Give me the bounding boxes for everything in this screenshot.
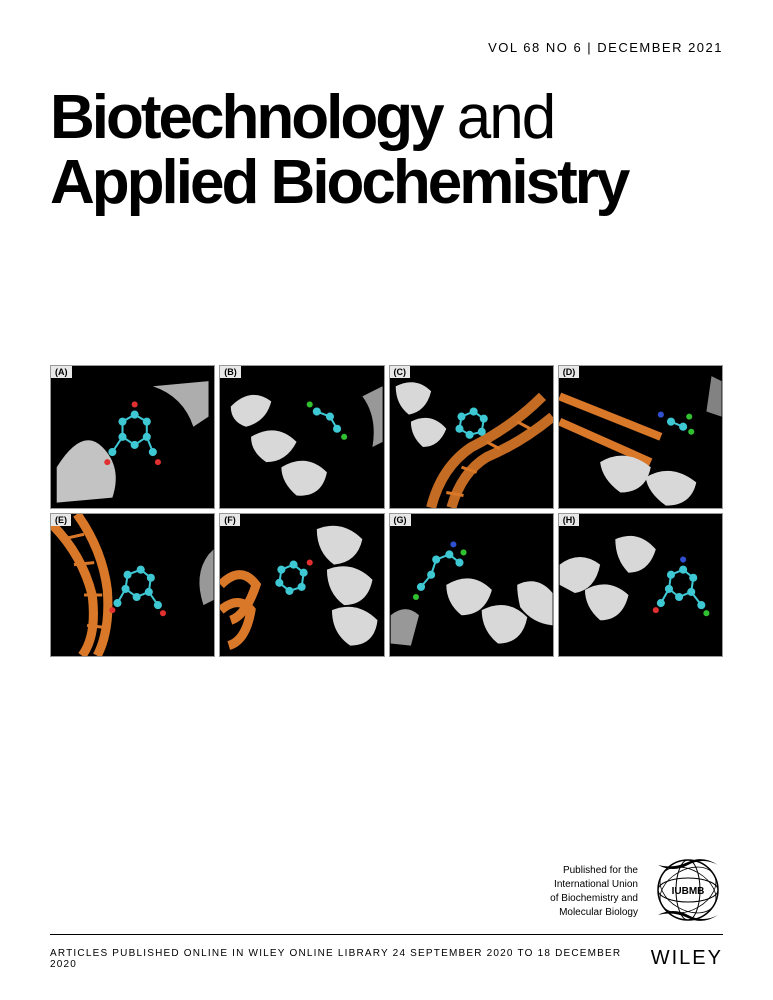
issue-info: VOL 68 NO 6 | DECEMBER 2021 [50,40,723,55]
panel-h: (H) [558,513,723,657]
panel-d: (D) [558,365,723,509]
iubmb-logo-icon: IUBMB [653,855,723,925]
cover-figure: (A) [50,365,723,656]
panel-label: (D) [559,366,580,378]
panel-e: (E) [50,513,215,657]
molecular-render-icon [220,366,383,508]
publisher-statement: Published for the International Union of… [550,864,638,920]
journal-cover: VOL 68 NO 6 | DECEMBER 2021 Biotechnolog… [0,0,773,1000]
title-word-biotechnology: Biotechnology [50,83,442,152]
panel-grid: (A) [50,365,723,656]
panel-label: (F) [220,514,240,526]
articles-published-line: ARTICLES PUBLISHED ONLINE IN WILEY ONLIN… [50,948,651,970]
molecular-render-icon [51,366,214,508]
title-line-2: Applied Biochemistry [50,150,723,215]
molecular-render-icon [559,514,722,656]
wiley-logo: WILEY [651,947,723,970]
footer-rule-row: ARTICLES PUBLISHED ONLINE IN WILEY ONLIN… [50,934,723,970]
pub-line: Molecular Biology [550,906,638,920]
panel-label: (H) [559,514,580,526]
footer: Published for the International Union of… [50,934,723,970]
panel-label: (A) [51,366,72,378]
journal-title: Biotechnology and Applied Biochemistry [50,85,723,215]
molecular-render-icon [390,366,553,508]
pub-line: International Union [550,878,638,892]
panel-label: (C) [390,366,411,378]
panel-c: (C) [389,365,554,509]
molecular-render-icon [51,514,214,656]
panel-label: (G) [390,514,411,526]
pub-line: of Biochemistry and [550,892,638,906]
molecular-render-icon [559,366,722,508]
molecular-render-icon [390,514,553,656]
panel-f: (F) [219,513,384,657]
panel-g: (G) [389,513,554,657]
panel-label: (B) [220,366,241,378]
panel-b: (B) [219,365,384,509]
panel-label: (E) [51,514,71,526]
title-line-1: Biotechnology and [50,85,723,150]
svg-text:IUBMB: IUBMB [672,886,705,897]
pub-line: Published for the [550,864,638,878]
title-word-and: and [457,83,554,152]
panel-a: (A) [50,365,215,509]
molecular-render-icon [220,514,383,656]
